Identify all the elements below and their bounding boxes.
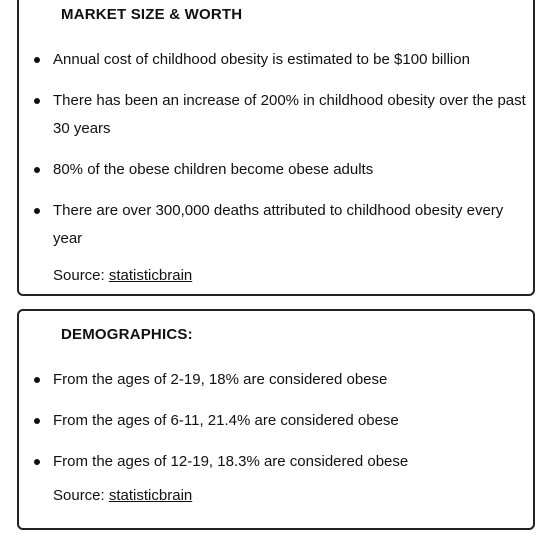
list-item-text: From the ages of 6-11, 21.4% are conside…: [53, 412, 399, 429]
demographics-source: Source: statisticbrain: [53, 487, 192, 505]
market-size-card: MARKET SIZE & WORTH Annual cost of child…: [17, 0, 535, 296]
market-source: Source: statisticbrain: [53, 267, 192, 285]
bullet-icon: [34, 98, 40, 104]
market-size-heading: MARKET SIZE & WORTH: [61, 6, 243, 23]
bullet-icon: [34, 57, 40, 63]
list-item-text: From the ages of 12-19, 18.3% are consid…: [53, 453, 409, 470]
source-label: Source:: [53, 487, 105, 504]
source-link[interactable]: statisticbrain: [108, 267, 193, 284]
list-item-text: There are over 300,000 deaths attributed…: [53, 202, 504, 247]
bullet-icon: [34, 418, 40, 424]
source-label: Source:: [53, 267, 105, 284]
list-item: Annual cost of childhood obesity is esti…: [34, 46, 529, 74]
list-item-text: There has been an increase of 200% in ch…: [53, 92, 526, 137]
source-link[interactable]: statisticbrain: [108, 487, 193, 504]
demographics-list: From the ages of 2-19, 18% are considere…: [34, 366, 529, 489]
list-item: From the ages of 6-11, 21.4% are conside…: [34, 407, 529, 435]
bullet-icon: [34, 208, 40, 214]
list-item-text: Annual cost of childhood obesity is esti…: [53, 51, 470, 68]
bullet-icon: [34, 377, 40, 383]
list-item-text: From the ages of 2-19, 18% are considere…: [53, 371, 388, 388]
list-item: From the ages of 2-19, 18% are considere…: [34, 366, 529, 394]
list-item-text: 80% of the obese children become obese a…: [53, 161, 374, 178]
bullet-icon: [34, 167, 40, 173]
bullet-icon: [34, 459, 40, 465]
demographics-card: DEMOGRAPHICS: From the ages of 2-19, 18%…: [17, 309, 535, 530]
list-item: There are over 300,000 deaths attributed…: [34, 197, 529, 253]
list-item: There has been an increase of 200% in ch…: [34, 87, 529, 143]
market-size-list: Annual cost of childhood obesity is esti…: [34, 46, 529, 266]
list-item: From the ages of 12-19, 18.3% are consid…: [34, 448, 529, 476]
list-item: 80% of the obese children become obese a…: [34, 156, 529, 184]
demographics-heading: DEMOGRAPHICS:: [61, 326, 193, 343]
